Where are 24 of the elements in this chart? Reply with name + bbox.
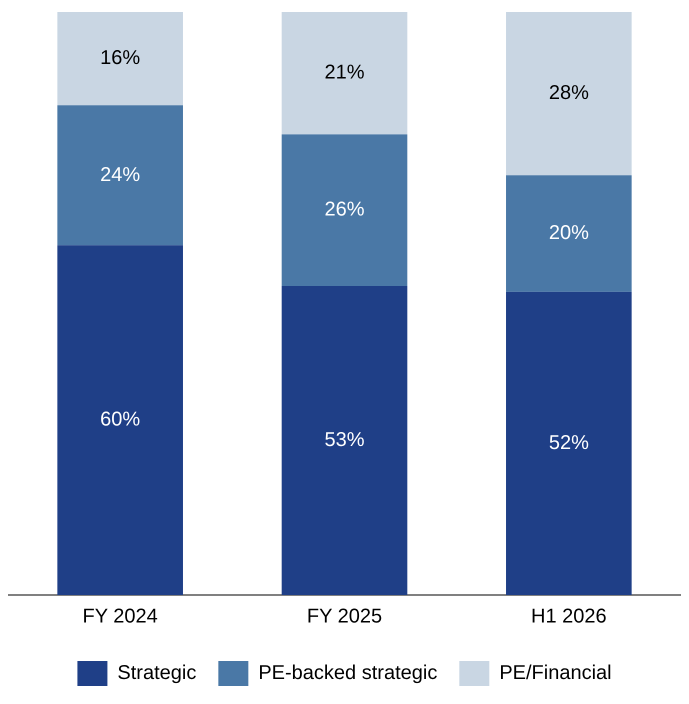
legend-label: PE-backed strategic — [258, 662, 438, 684]
bar — [282, 134, 408, 286]
bar — [506, 292, 632, 595]
bar — [282, 286, 408, 595]
data-label: 21% — [324, 62, 365, 84]
x-tick-label: FY 2025 — [306, 606, 382, 628]
data-label: 53% — [324, 429, 365, 452]
x-tick-label: H1 2026 — [531, 606, 607, 628]
bar — [282, 12, 408, 134]
data-label: 16% — [100, 47, 140, 70]
data-label: 26% — [324, 198, 365, 221]
data-label: 52% — [548, 432, 590, 454]
legend-label: PE/Financial — [499, 662, 612, 684]
bar — [57, 245, 183, 595]
data-label: 28% — [548, 82, 590, 104]
bar — [57, 105, 183, 246]
data-label: 60% — [100, 408, 140, 431]
data-label: 24% — [100, 164, 140, 186]
bar — [506, 12, 632, 176]
bar — [57, 12, 183, 106]
x-tick-label: FY 2024 — [82, 606, 158, 628]
data-label: 20% — [548, 222, 590, 244]
legend-label: Strategic — [117, 662, 196, 684]
bar — [506, 175, 632, 292]
